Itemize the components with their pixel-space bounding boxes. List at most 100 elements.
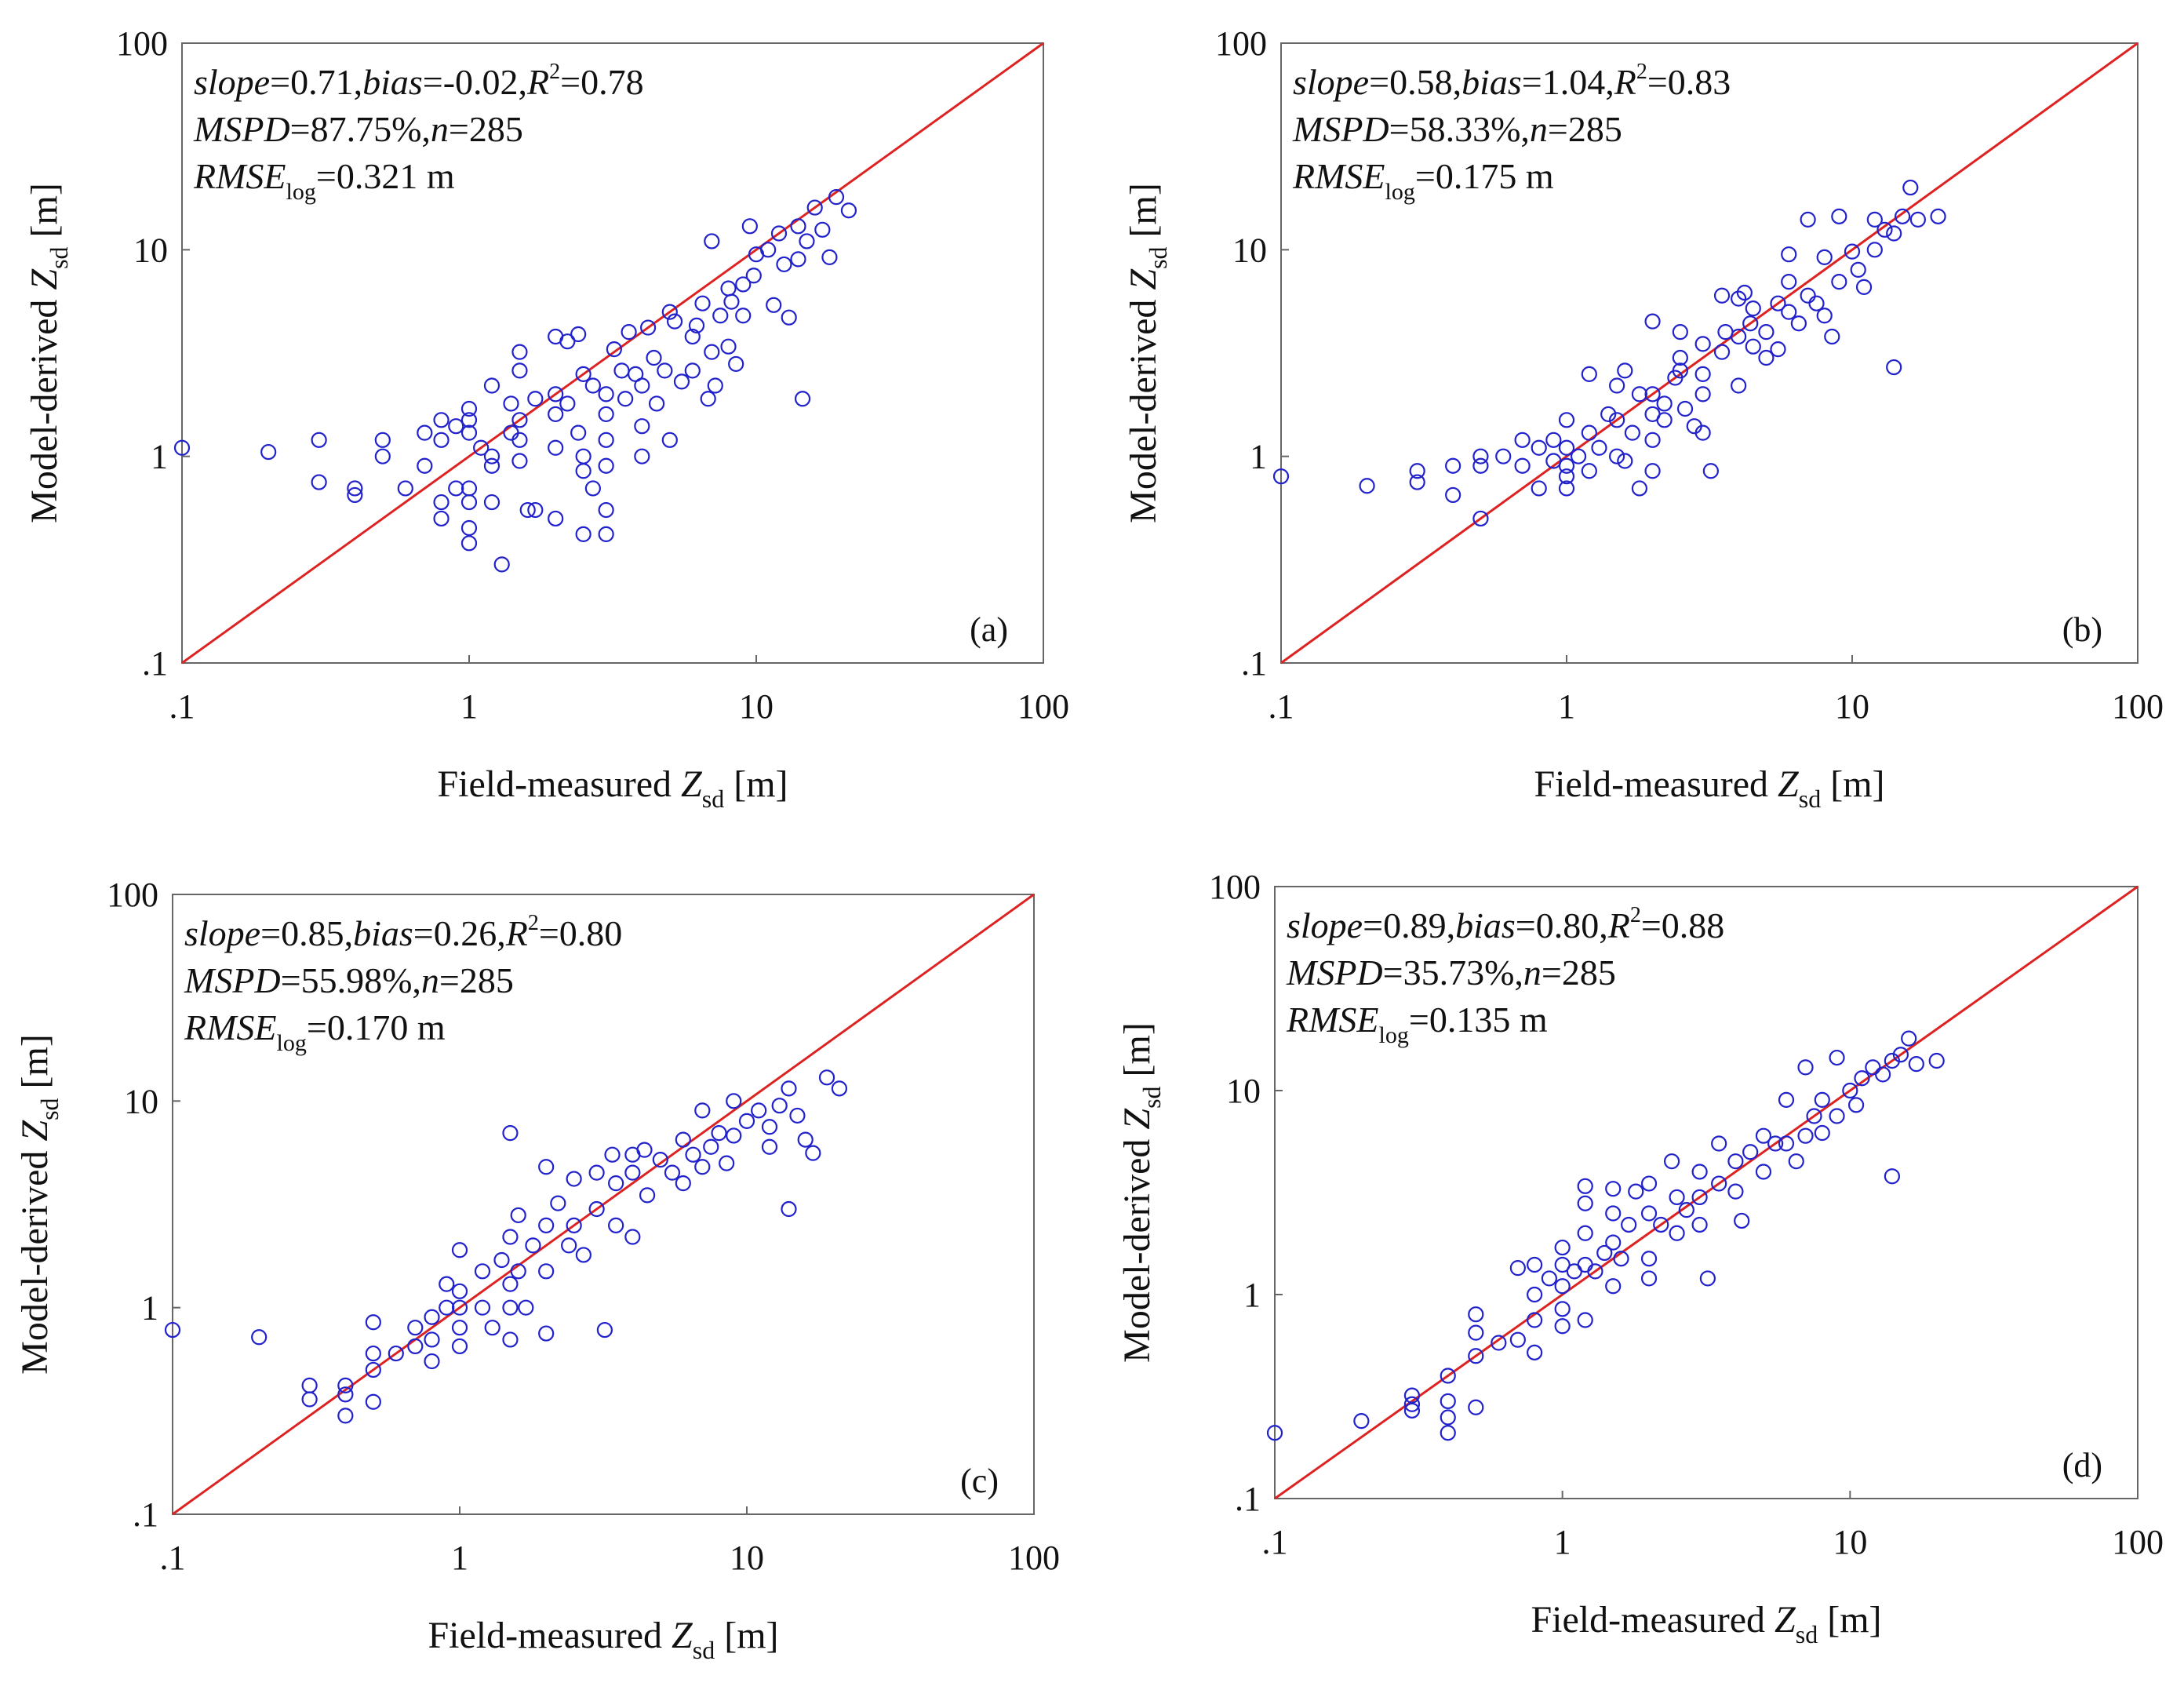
data-point xyxy=(1527,1344,1543,1360)
data-point xyxy=(720,338,737,355)
stat-mspd: 58.33% xyxy=(1410,109,1521,149)
data-point xyxy=(1717,324,1734,341)
data-point xyxy=(1554,1318,1571,1335)
data-point xyxy=(1440,1409,1456,1426)
data-point xyxy=(1854,1070,1870,1087)
data-point xyxy=(548,510,564,527)
data-point xyxy=(251,1329,268,1346)
stat-r2: 0.80 xyxy=(559,913,623,953)
stat-r2: 0.83 xyxy=(1668,62,1731,102)
data-point xyxy=(751,1102,767,1119)
stat-mspd: 35.73% xyxy=(1403,952,1515,993)
data-point xyxy=(503,424,519,441)
data-point xyxy=(1758,324,1774,341)
data-point xyxy=(761,1119,778,1135)
data-point xyxy=(673,373,690,390)
data-point xyxy=(1653,1216,1669,1233)
data-point xyxy=(806,199,823,216)
data-point xyxy=(407,1338,424,1355)
data-point xyxy=(1699,1270,1716,1287)
data-point xyxy=(1711,1135,1727,1152)
data-point xyxy=(1711,1175,1727,1192)
data-point xyxy=(433,432,450,448)
data-point xyxy=(661,432,678,448)
data-point xyxy=(1608,412,1625,428)
data-point xyxy=(1527,1312,1543,1328)
data-point xyxy=(1605,1205,1622,1222)
data-point xyxy=(1691,1164,1708,1180)
data-point xyxy=(1778,1091,1795,1108)
data-point xyxy=(608,1217,624,1233)
y-tick-label: 10 xyxy=(1226,1072,1261,1110)
data-point xyxy=(538,1263,555,1280)
data-point xyxy=(1570,448,1587,464)
data-point xyxy=(1884,1168,1901,1185)
data-point xyxy=(374,432,391,448)
stat-n: 285 xyxy=(460,960,514,1000)
data-point xyxy=(598,457,614,474)
stats-line-2: MSPD=55.98%,n=285 xyxy=(184,960,514,1000)
data-point xyxy=(1808,295,1825,311)
data-point xyxy=(584,377,601,394)
data-point xyxy=(720,280,737,297)
data-point xyxy=(666,313,683,330)
data-point xyxy=(617,391,634,407)
data-point xyxy=(1781,246,1797,263)
data-points xyxy=(1272,179,1946,527)
y-tick-label: .1 xyxy=(1235,1480,1261,1518)
data-point xyxy=(1842,1082,1858,1099)
data-point xyxy=(1558,468,1575,485)
data-point xyxy=(707,377,723,394)
data-point xyxy=(575,1247,592,1263)
data-point xyxy=(1876,221,1893,238)
data-point xyxy=(1713,287,1731,304)
data-point xyxy=(741,218,758,235)
data-point xyxy=(301,1377,318,1393)
stat-slope: 0.89 xyxy=(1383,905,1447,945)
data-point xyxy=(1577,1256,1593,1273)
data-point xyxy=(1727,1153,1744,1170)
data-point xyxy=(519,501,536,519)
data-point xyxy=(1669,1189,1685,1206)
x-tick-label: 1 xyxy=(1554,1523,1571,1561)
data-point xyxy=(337,1408,354,1424)
data-point xyxy=(460,519,478,537)
data-point xyxy=(1472,448,1489,464)
data-point xyxy=(1694,366,1711,382)
data-point xyxy=(1577,1312,1593,1328)
stats-line-3: RMSElog=0.321 m xyxy=(193,156,455,205)
data-point xyxy=(1440,1393,1456,1410)
data-point xyxy=(1621,1216,1637,1233)
data-point xyxy=(1694,424,1711,441)
data-point xyxy=(1831,208,1847,224)
data-point xyxy=(538,1217,555,1233)
data-point xyxy=(694,1102,711,1119)
stats-line-1: slope=0.71,bias=-0.02,R2=0.78 xyxy=(194,60,644,102)
data-point xyxy=(173,439,191,456)
data-point xyxy=(745,268,762,284)
data-point xyxy=(606,341,622,358)
data-point xyxy=(799,233,815,249)
data-point xyxy=(1640,1175,1658,1192)
data-point xyxy=(1644,432,1661,448)
data-point xyxy=(1491,1335,1507,1351)
data-point xyxy=(1731,377,1747,394)
stat-rmse: 0.135 m xyxy=(1429,1000,1548,1040)
data-point xyxy=(559,395,576,412)
data-point xyxy=(1613,1251,1629,1267)
data-point xyxy=(700,391,716,407)
data-point xyxy=(1644,386,1661,402)
data-point xyxy=(1930,208,1946,224)
y-tick-label: 100 xyxy=(107,876,158,914)
y-tick-label: 1 xyxy=(151,438,168,476)
stats-line-1: slope=0.89,bias=0.80,R2=0.88 xyxy=(1287,903,1724,945)
data-point xyxy=(1554,1301,1571,1317)
data-point xyxy=(634,377,650,394)
data-point xyxy=(451,1283,468,1299)
data-point xyxy=(347,480,363,497)
data-point xyxy=(424,1353,440,1370)
y-tick-label: 100 xyxy=(1209,868,1261,906)
panels: .1.1111010100100slope=0.71,bias=-0.02,R2… xyxy=(14,24,2164,1664)
stat-n: 285 xyxy=(469,109,523,149)
data-point xyxy=(1767,1135,1784,1152)
